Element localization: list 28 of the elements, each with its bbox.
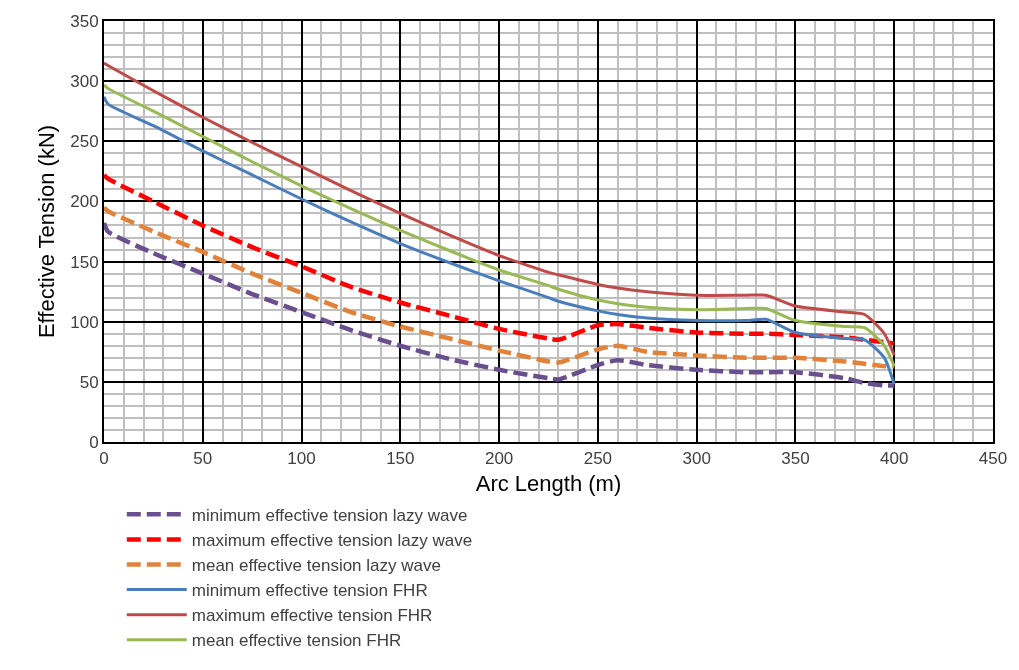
y-tick-label: 150: [70, 252, 99, 272]
x-tick-label: 350: [781, 449, 810, 469]
y-tick-label: 50: [79, 372, 99, 392]
x-tick-label: 250: [583, 449, 613, 469]
x-tick-label: 50: [193, 449, 213, 469]
y-tick-label: 250: [70, 132, 99, 152]
x-tick-label: 150: [386, 449, 415, 469]
legend-label: maximum effective tension lazy wave: [191, 531, 473, 551]
y-tick-label: 200: [70, 192, 99, 212]
legend-label: minimum effective tension FHR: [191, 581, 428, 601]
legend-label: mean effective tension FHR: [191, 631, 402, 651]
x-tick-label: 400: [880, 449, 909, 469]
x-tick-label: 450: [978, 449, 1008, 469]
line-series: [104, 172, 897, 346]
y-tick-label: 100: [70, 312, 99, 332]
y-tick-label: 300: [70, 72, 99, 92]
legend-label: mean effective tension lazy wave: [191, 556, 441, 576]
y-tick-label: 0: [89, 432, 99, 452]
x-axis-title: Arc Length (m): [475, 470, 622, 496]
legend-label: maximum effective tension FHR: [191, 606, 433, 626]
y-tick-label: 350: [70, 11, 99, 31]
line-series: [104, 205, 897, 369]
x-tick-label: 100: [287, 449, 316, 469]
y-axis-title: Effective Tension (kN): [33, 124, 59, 339]
x-tick-label: 300: [682, 449, 711, 469]
legend-label: minimum effective tension lazy wave: [191, 505, 468, 525]
line-series: [104, 220, 897, 388]
x-tick-label: 200: [484, 449, 514, 469]
